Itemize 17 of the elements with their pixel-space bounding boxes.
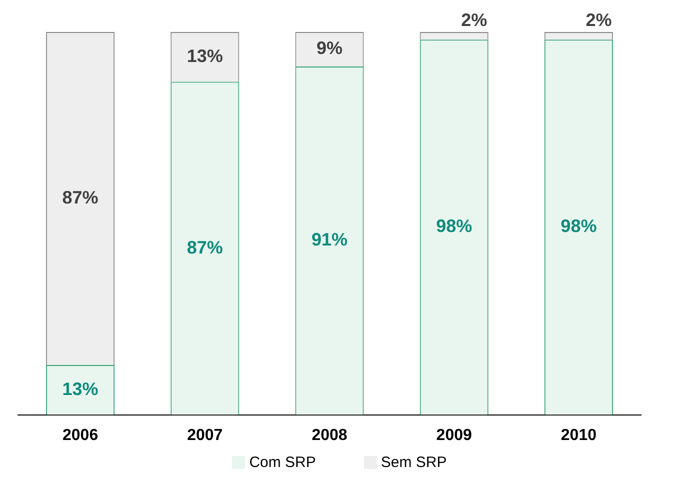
data-label: 87% xyxy=(186,237,223,258)
x-tick-label: 2008 xyxy=(312,426,348,444)
legend-label: Sem SRP xyxy=(380,454,447,471)
data-label: 87% xyxy=(62,187,98,208)
x-tick-label: 2010 xyxy=(560,426,597,444)
data-label: 2% xyxy=(586,10,612,30)
data-label: 13% xyxy=(186,46,223,66)
data-label: 91% xyxy=(311,230,348,250)
legend-label: Com SRP xyxy=(249,454,316,471)
data-label: 98% xyxy=(560,216,597,236)
x-tick-label: 2007 xyxy=(187,426,223,444)
data-label: 9% xyxy=(316,38,343,58)
data-label: 2% xyxy=(461,10,488,30)
data-label: 13% xyxy=(62,378,98,399)
x-tick-label: 2006 xyxy=(62,426,98,444)
data-label: 98% xyxy=(436,216,472,236)
x-tick-label: 2009 xyxy=(436,426,472,444)
